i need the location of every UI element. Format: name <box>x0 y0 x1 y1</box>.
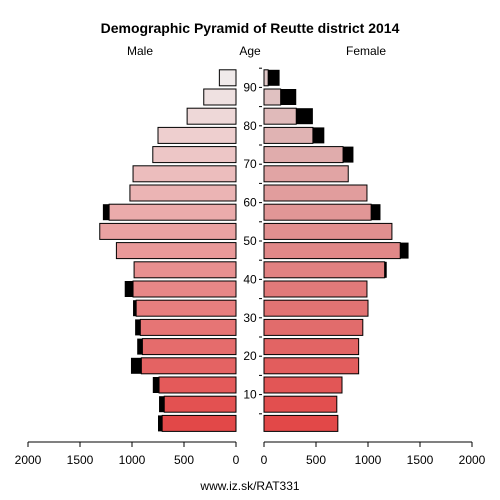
male-bar-30-34 <box>135 299 237 317</box>
age-tick-label-30: 30 <box>243 311 257 325</box>
male-bar-55-59 <box>108 203 237 221</box>
age-tick-label-20: 20 <box>243 349 257 363</box>
female-excess-45-49 <box>400 242 409 259</box>
male-excess-10-14 <box>152 377 160 393</box>
female-bar-30-34 <box>263 299 369 317</box>
female-bar-5-9 <box>263 395 338 413</box>
male-excess-20-24 <box>137 338 143 355</box>
female-excess-90+ <box>268 69 280 86</box>
female-bar-15-19 <box>263 357 360 375</box>
male-x-tick-label-1500: 1500 <box>67 453 94 467</box>
female-excess-75-79 <box>312 127 325 144</box>
female-bar-40-44 <box>263 261 386 279</box>
male-x-tick-label-1000: 1000 <box>119 453 146 467</box>
female-bar-50-54 <box>263 222 393 240</box>
female-x-tick-label-1000: 1000 <box>355 453 382 467</box>
age-tick-label-90: 90 <box>243 80 257 94</box>
male-bar-50-54 <box>99 222 237 240</box>
male-bar-85-89 <box>203 88 237 106</box>
source-caption: www.iz.sk/RAT331 <box>199 479 299 493</box>
female-x-tick-label-1500: 1500 <box>407 453 434 467</box>
male-bar-15-19 <box>140 357 237 375</box>
female-bar-70-74 <box>263 146 344 164</box>
female-excess-55-59 <box>371 204 381 221</box>
male-bar-80-84 <box>186 107 237 125</box>
male-excess-5-9 <box>159 396 165 413</box>
male-x-tick-label-0: 0 <box>233 453 240 467</box>
female-excess-80-84 <box>296 108 313 125</box>
female-bar-45-49 <box>263 242 401 260</box>
male-bar-40-44 <box>133 261 237 279</box>
male-x-tick-label-2000: 2000 <box>15 453 42 467</box>
chart-title: Demographic Pyramid of Reutte district 2… <box>101 20 400 36</box>
female-excess-40-44 <box>384 261 387 278</box>
female-x-tick-label-2000: 2000 <box>459 453 486 467</box>
female-bar-60-64 <box>263 184 368 202</box>
female-bar-80-84 <box>263 107 297 125</box>
male-bar-75-79 <box>157 126 237 144</box>
male-excess-35-39 <box>124 281 134 297</box>
age-tick-label-10: 10 <box>243 388 257 402</box>
female-bar-90+ <box>263 69 269 87</box>
male-bar-20-24 <box>141 338 237 356</box>
female-bar-10-14 <box>263 376 343 394</box>
male-bar-25-29 <box>139 318 237 336</box>
male-bar-60-64 <box>129 184 237 202</box>
age-tick-label-60: 60 <box>243 196 257 210</box>
age-tick-label-80: 80 <box>243 119 257 133</box>
female-bar-35-39 <box>263 280 368 298</box>
female-bar-20-24 <box>263 338 360 356</box>
female-label: Female <box>346 44 386 58</box>
male-x-tick-label-500: 500 <box>174 453 194 467</box>
age-tick-label-50: 50 <box>243 234 257 248</box>
age-label: Age <box>239 44 261 58</box>
male-bar-70-74 <box>152 146 237 164</box>
female-excess-70-74 <box>343 146 354 163</box>
male-bar-35-39 <box>132 280 237 298</box>
female-bar-55-59 <box>263 203 372 221</box>
female-bar-75-79 <box>263 126 314 144</box>
female-x-tick-label-500: 500 <box>306 453 326 467</box>
female-bar-0-4 <box>263 414 339 432</box>
female-bar-65-69 <box>263 165 349 183</box>
male-excess-55-59 <box>102 204 110 221</box>
axes-group: 10 20 30 40 50 60 70 80 90 2000 2000 1500 1500 1000 10… <box>15 67 486 467</box>
male-label: Male <box>127 44 153 58</box>
bars-group <box>99 69 409 432</box>
male-excess-0-4 <box>158 415 163 432</box>
male-bar-65-69 <box>132 165 237 183</box>
male-bar-90+ <box>218 69 237 87</box>
male-excess-30-34 <box>133 300 137 317</box>
age-tick-label-40: 40 <box>243 272 257 286</box>
male-bar-5-9 <box>163 395 237 413</box>
female-excess-85-89 <box>280 89 297 105</box>
female-bar-25-29 <box>263 318 364 336</box>
male-bar-45-49 <box>115 242 237 260</box>
female-x-tick-label-0: 0 <box>261 453 268 467</box>
male-bar-0-4 <box>161 414 237 432</box>
male-excess-25-29 <box>135 319 141 336</box>
female-bar-85-89 <box>263 88 282 106</box>
male-bar-10-14 <box>158 376 237 394</box>
age-tick-label-70: 70 <box>243 157 257 171</box>
male-excess-15-19 <box>130 357 142 374</box>
